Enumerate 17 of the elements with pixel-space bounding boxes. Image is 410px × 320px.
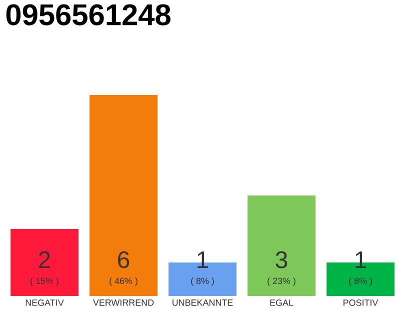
x-tick-label: POSITIV	[344, 300, 378, 306]
bar	[248, 196, 316, 296]
x-tick-label: UNBEKANNTE	[172, 300, 233, 306]
annotation: ( 15% )	[30, 278, 58, 286]
chart-title: 0956561248	[6, 4, 170, 26]
annotation: ( 23% )	[268, 278, 296, 286]
x-tick-label: EGAL	[270, 300, 294, 306]
bar	[10, 229, 78, 296]
data-label: 3	[276, 251, 288, 268]
data-label: 2	[39, 251, 50, 268]
bar	[90, 95, 158, 296]
x-tick-label: VERWIRREND	[92, 300, 154, 306]
annotation: ( 46% )	[110, 278, 138, 286]
data-label: 6	[118, 251, 130, 268]
x-tick-label: NEGATIV	[26, 300, 64, 306]
annotation: ( 8% )	[349, 278, 372, 286]
annotation: ( 8% )	[191, 278, 214, 286]
